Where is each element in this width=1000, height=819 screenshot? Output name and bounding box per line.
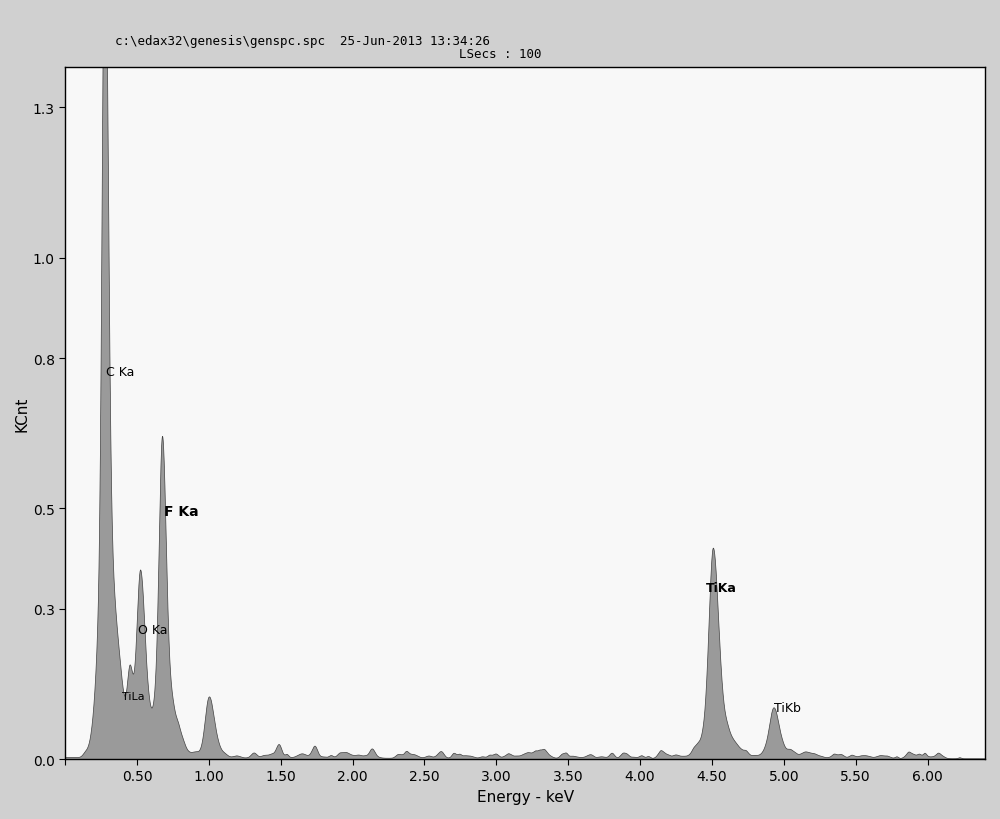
- Text: O Ka: O Ka: [138, 623, 167, 636]
- Text: TiKa: TiKa: [706, 581, 737, 594]
- Text: c:\edax32\genesis\genspc.spc  25-Jun-2013 13:34:26: c:\edax32\genesis\genspc.spc 25-Jun-2013…: [115, 35, 490, 48]
- Text: TiLa: TiLa: [122, 691, 145, 702]
- Text: TiKb: TiKb: [774, 701, 801, 714]
- Text: LSecs : 100: LSecs : 100: [459, 48, 541, 61]
- Y-axis label: KCnt: KCnt: [15, 396, 30, 432]
- X-axis label: Energy - keV: Energy - keV: [477, 789, 574, 804]
- Text: F Ka: F Ka: [164, 505, 198, 518]
- Text: C Ka: C Ka: [106, 365, 135, 378]
